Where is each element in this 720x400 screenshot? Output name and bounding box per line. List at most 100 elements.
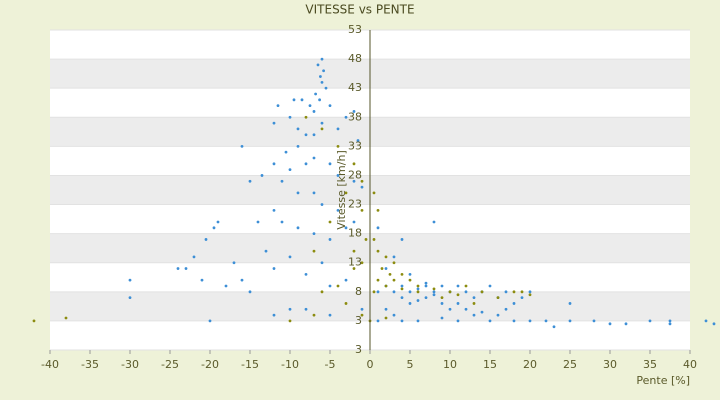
point <box>544 319 548 323</box>
y-tick-label: 38 <box>348 110 362 123</box>
point <box>392 255 396 259</box>
point <box>232 261 236 265</box>
x-tick-label: 0 <box>367 358 374 371</box>
point <box>512 319 516 323</box>
y-tick-label: 23 <box>348 198 362 211</box>
point <box>288 115 292 119</box>
point <box>456 319 460 323</box>
point <box>400 284 404 288</box>
point <box>328 104 332 108</box>
x-tick-label: 20 <box>523 358 537 371</box>
point <box>288 255 292 259</box>
point <box>192 255 196 259</box>
point <box>392 278 396 282</box>
point <box>364 238 368 241</box>
point <box>208 319 212 323</box>
point <box>344 302 348 305</box>
point <box>408 290 412 294</box>
point <box>400 296 404 300</box>
point <box>440 316 444 320</box>
point <box>304 307 308 311</box>
point <box>312 313 316 317</box>
point <box>320 290 324 294</box>
x-tick-label: 10 <box>443 358 457 371</box>
point <box>360 307 364 311</box>
point <box>668 322 672 326</box>
y-tick-label: 8 <box>355 285 362 298</box>
point <box>320 121 324 125</box>
point <box>288 168 292 172</box>
point <box>352 220 356 224</box>
point <box>504 307 508 311</box>
point <box>328 284 332 288</box>
point <box>464 290 468 294</box>
point <box>336 284 340 288</box>
point <box>212 226 216 230</box>
point <box>360 208 364 212</box>
x-tick-label: -35 <box>81 358 99 371</box>
point <box>552 325 556 329</box>
point <box>488 284 492 288</box>
point <box>400 238 404 241</box>
point <box>240 278 244 282</box>
point <box>648 319 652 323</box>
point <box>328 313 332 317</box>
point <box>319 75 322 78</box>
point <box>288 307 292 311</box>
point <box>360 185 364 189</box>
point <box>408 278 412 282</box>
y-tick-label: 3 <box>355 314 362 327</box>
point <box>304 162 308 166</box>
x-tick-label: -20 <box>201 358 219 371</box>
point <box>400 319 404 323</box>
point <box>336 208 340 212</box>
point <box>608 322 612 326</box>
point <box>384 307 388 311</box>
point <box>528 290 532 294</box>
point <box>416 284 420 288</box>
point <box>400 287 404 291</box>
point <box>376 208 380 212</box>
point <box>424 296 428 300</box>
point <box>284 150 288 154</box>
point <box>64 316 68 320</box>
point <box>304 272 308 276</box>
point <box>356 139 360 142</box>
point <box>204 238 208 241</box>
point <box>272 313 276 317</box>
point <box>316 63 320 67</box>
point <box>512 290 516 294</box>
x-tick-label: 25 <box>563 358 577 371</box>
point <box>568 319 572 323</box>
point <box>376 249 380 253</box>
point <box>318 98 321 102</box>
point <box>440 302 444 305</box>
point <box>448 290 452 294</box>
point <box>472 302 476 305</box>
y-tick-label: 3 <box>355 343 362 356</box>
point <box>372 290 376 294</box>
point <box>352 267 356 270</box>
x-tick-label: 5 <box>407 358 414 371</box>
point <box>380 267 384 270</box>
x-tick-label: -15 <box>241 358 259 371</box>
point <box>312 156 316 160</box>
point <box>360 313 364 317</box>
point <box>384 267 388 270</box>
y-tick-label: 18 <box>348 227 362 240</box>
y-tick-label: 53 <box>348 23 362 36</box>
point <box>264 249 268 253</box>
point <box>300 98 304 102</box>
point <box>312 232 316 236</box>
point <box>392 290 396 294</box>
point <box>384 284 388 288</box>
chart-title: VITESSE vs PENTE <box>305 3 414 17</box>
point <box>328 220 332 224</box>
x-tick-label: -40 <box>41 358 59 371</box>
point <box>256 220 260 224</box>
point <box>464 284 468 288</box>
point <box>296 127 300 131</box>
point <box>568 302 572 305</box>
point <box>276 104 280 108</box>
